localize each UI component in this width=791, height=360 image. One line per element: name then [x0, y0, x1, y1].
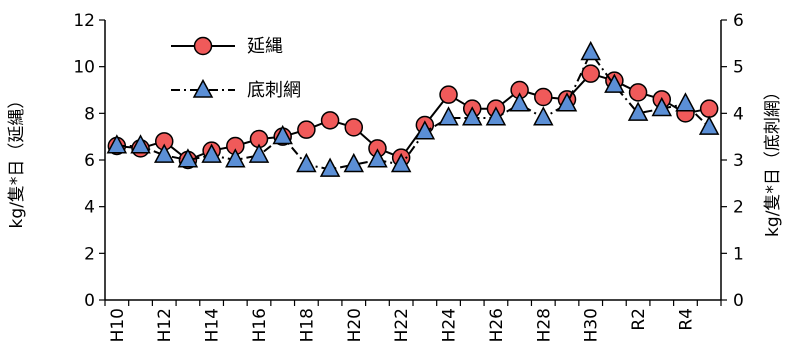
x-tick-label: H28 [534, 308, 554, 342]
x-tick-label: H18 [297, 308, 317, 342]
data-point-circle [628, 83, 648, 102]
data-point-triangle [248, 143, 270, 163]
legend-marker-longline [193, 36, 213, 56]
x-tick-label: H30 [582, 308, 602, 342]
data-point-triangle [296, 152, 317, 173]
data-point-triangle [461, 106, 483, 126]
series-longline [107, 64, 719, 170]
data-point-circle [297, 120, 316, 139]
y-left-tick-label: 2 [84, 244, 95, 264]
x-tick-label: H22 [392, 308, 412, 342]
data-point-triangle [509, 92, 530, 112]
data-point-triangle [604, 73, 625, 93]
data-point-triangle [225, 148, 246, 168]
data-point-triangle [698, 115, 720, 135]
y-right-tick-label: 6 [733, 11, 744, 31]
series-gillnet [106, 40, 720, 177]
data-point-circle [439, 85, 458, 104]
y-left-tick-label: 10 [73, 58, 95, 78]
legend-marker-gillnet [192, 78, 214, 98]
y-left-tick-label: 0 [84, 291, 95, 311]
x-tick-label: H10 [108, 308, 128, 342]
data-point-triangle [627, 101, 649, 121]
data-point-triangle [201, 143, 222, 163]
data-point-circle [699, 99, 719, 118]
data-point-circle [344, 118, 364, 137]
x-tick-label: R4 [676, 308, 696, 331]
legend: 延縄 底刺網 [171, 36, 301, 101]
data-point-circle [581, 64, 600, 83]
x-tick-label: H12 [155, 308, 175, 342]
y-right-tick-label: 5 [733, 58, 744, 78]
data-point-triangle [651, 96, 673, 117]
data-point-triangle [319, 157, 341, 177]
data-point-circle [534, 87, 553, 107]
y-left-tick-label: 6 [84, 151, 95, 171]
data-point-triangle [533, 106, 554, 126]
data-point-triangle [390, 152, 412, 173]
data-point-circle [320, 111, 340, 130]
y-axis-right-title: kg/隻*日（底刺網） [763, 83, 783, 237]
data-point-triangle [556, 92, 578, 112]
y-left-tick-label: 4 [84, 198, 95, 218]
data-point-triangle [130, 134, 151, 154]
data-point-triangle [485, 106, 507, 126]
x-tick-label: H20 [345, 308, 365, 342]
data-point-triangle [106, 134, 128, 154]
data-point-triangle [177, 148, 199, 168]
y-right-tick-label: 2 [733, 198, 744, 218]
data-point-triangle [153, 143, 175, 163]
x-tick-label: H24 [440, 308, 460, 342]
series-layer [106, 40, 720, 177]
data-point-triangle [675, 92, 696, 112]
legend-label-gillnet: 底刺網 [247, 80, 301, 101]
y-right-tick-label: 4 [733, 104, 744, 124]
data-point-triangle [343, 152, 365, 173]
data-point-triangle [414, 120, 436, 140]
y-right-tick-label: 3 [733, 151, 744, 171]
y-axis-left-title: kg/隻*日（延縄） [7, 92, 27, 229]
data-point-triangle [438, 106, 459, 126]
data-point-triangle [580, 40, 601, 61]
data-point-triangle [272, 124, 293, 145]
x-tick-label: R2 [629, 308, 649, 331]
data-point-triangle [367, 148, 388, 168]
y-right-tick-label: 1 [733, 244, 744, 264]
y-right-tick-label: 0 [733, 291, 744, 311]
y-left-tick-label: 12 [73, 11, 95, 31]
y-left-tick-label: 8 [84, 104, 95, 124]
x-tick-label: H14 [203, 308, 223, 342]
x-tick-label: H16 [250, 308, 270, 342]
x-tick-label: H26 [487, 308, 507, 342]
legend-label-longline: 延縄 [247, 36, 283, 57]
